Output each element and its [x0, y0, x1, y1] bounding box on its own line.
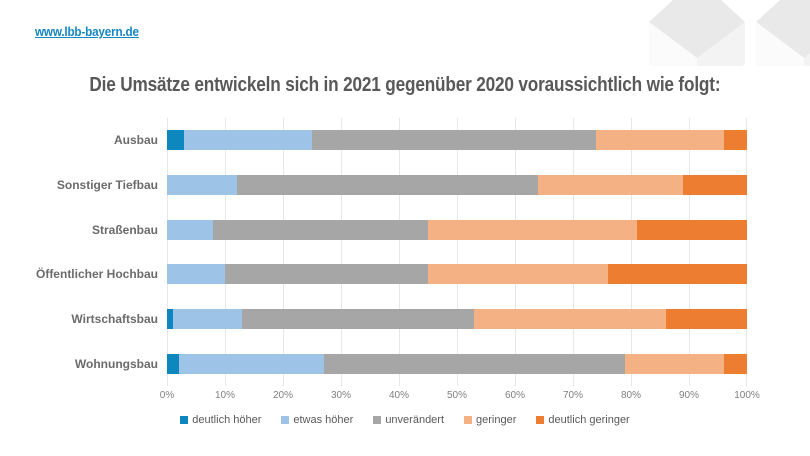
chart-title-text: Die Umsätze entwickeln sich in 2021 gege… — [89, 74, 721, 96]
bar-segment — [428, 264, 608, 285]
website-link[interactable]: www.lbb-bayern.de — [35, 24, 139, 39]
category-axis: Ausbau Sonstiger Tiefbau Straßenbau Öffentl… — [0, 118, 158, 386]
legend-swatch — [281, 416, 290, 424]
category-label: Öffentlicher Hochbau — [35, 267, 158, 282]
bar-segment — [636, 219, 747, 240]
legend-label: deutlich geringer — [548, 414, 630, 426]
bar-segment — [242, 308, 475, 329]
logo-cube-right — [756, 0, 810, 66]
category-label: Sonstiger Tiefbau — [56, 177, 158, 192]
bar-segment — [427, 219, 637, 240]
x-axis: 0% 10% 20% 30% 40% 50% 60% 70% 80% 90% 100% — [160, 390, 760, 406]
x-tick-label: 40% — [388, 390, 410, 401]
x-tick-label: 10% — [214, 390, 236, 401]
legend: deutlich höher etwas höher unverändert geri… — [0, 414, 810, 426]
bar-segment — [213, 219, 428, 240]
x-tick-label: 100% — [734, 390, 760, 401]
bar-segment — [596, 130, 724, 151]
bar-segment — [323, 353, 626, 374]
bar-track — [167, 163, 747, 208]
x-tick-label: 80% — [620, 390, 642, 401]
bar-track — [167, 118, 747, 163]
x-tick-label: 20% — [272, 390, 294, 401]
category-label: Wirtschaftsbau — [71, 311, 158, 326]
category-label: Straßenbau — [91, 222, 158, 237]
legend-label: etwas höher — [293, 414, 354, 426]
legend-swatch — [373, 416, 382, 424]
bar-segment — [474, 308, 666, 329]
stacked-bar — [167, 130, 747, 151]
x-tick-label: 50% — [446, 390, 468, 401]
revenue-development-chart: Ausbau Sonstiger Tiefbau Straßenbau Öffentl… — [0, 118, 810, 448]
x-tick-label: 0% — [159, 390, 175, 401]
bar-segment — [167, 174, 237, 195]
bar-segment — [665, 308, 747, 329]
lbb-logo-cubes — [649, 0, 810, 66]
legend-item: unverändert — [373, 414, 444, 426]
category-label: Wohnungsbau — [74, 356, 158, 371]
bar-track — [167, 297, 747, 342]
legend-swatch — [464, 416, 473, 424]
bar-segment — [167, 308, 173, 329]
bar-track — [167, 341, 747, 386]
stacked-bar — [167, 174, 747, 195]
legend-item: geringer — [464, 414, 516, 426]
legend-label: unverändert — [385, 414, 445, 426]
bar-track — [167, 207, 747, 252]
legend-item: deutlich geringer — [536, 414, 630, 426]
bar-segment — [625, 353, 724, 374]
bar-segment — [178, 353, 324, 374]
x-tick-label: 60% — [504, 390, 526, 401]
bar-segment — [167, 130, 185, 151]
bar-segment — [723, 353, 747, 374]
bar-segment — [236, 174, 539, 195]
x-tick-label: 70% — [562, 390, 584, 401]
bar-segment — [683, 174, 747, 195]
plot-area — [167, 118, 747, 386]
bar-segment — [607, 264, 747, 285]
bar-segment — [167, 219, 214, 240]
legend-swatch — [536, 416, 545, 424]
bar-segment — [172, 308, 243, 329]
stacked-bar — [167, 308, 747, 329]
bar-segment — [225, 264, 428, 285]
logo-cube-left — [649, 0, 745, 66]
stacked-bar — [167, 353, 747, 374]
legend-swatch — [180, 416, 189, 424]
stacked-bar — [167, 219, 747, 240]
legend-item: etwas höher — [281, 414, 353, 426]
x-tick-label: 30% — [330, 390, 352, 401]
bar-track — [167, 252, 747, 297]
gridlines — [167, 118, 747, 386]
bar-segment — [184, 130, 312, 151]
bar-segment — [723, 130, 747, 151]
legend-label: deutlich höher — [192, 414, 262, 426]
bar-segment — [167, 264, 225, 285]
stacked-bar — [167, 264, 747, 285]
bar-segment — [538, 174, 684, 195]
chart-title: Die Umsätze entwickeln sich in 2021 gege… — [0, 74, 810, 97]
bar-segment — [167, 353, 179, 374]
category-label: Ausbau — [113, 133, 158, 148]
bar-segment — [311, 130, 597, 151]
legend-label: geringer — [476, 414, 517, 426]
legend-item: deutlich höher — [180, 414, 261, 426]
x-tick-label: 90% — [678, 390, 700, 401]
bar-rows — [167, 118, 747, 386]
